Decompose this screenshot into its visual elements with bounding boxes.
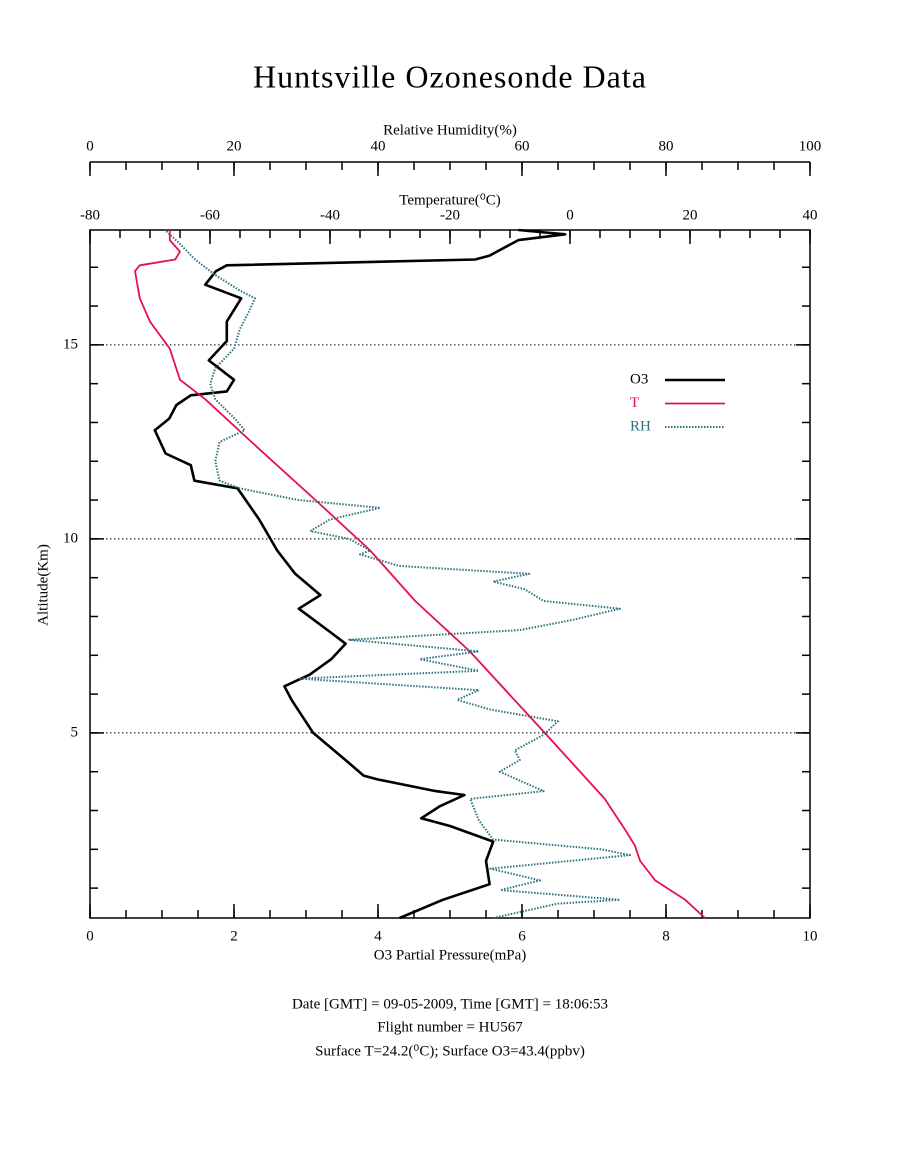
- y-tick-label: 10: [63, 530, 78, 546]
- plot-frame: [89, 229, 811, 919]
- rh-tick-label: 0: [86, 138, 94, 154]
- rh-tick-label: 20: [227, 138, 242, 154]
- footer-line: Date [GMT] = 09-05-2009, Time [GMT] = 18…: [292, 996, 608, 1012]
- y-tick-label: 5: [71, 724, 79, 740]
- rh-axis-label: Relative Humidity(%): [383, 122, 517, 138]
- series-line: [134, 230, 706, 919]
- temperature-tick-label: 40: [803, 207, 818, 223]
- temperature-tick-label: 20: [683, 207, 698, 223]
- chart-title: Huntsville Ozonesonde Data: [253, 58, 647, 94]
- o3-tick-label: 2: [230, 928, 238, 944]
- temperature-tick-label: 0: [566, 207, 574, 223]
- legend-label: RH: [630, 418, 651, 434]
- footer-line: Flight number = HU567: [377, 1019, 523, 1035]
- legend-label: T: [630, 395, 639, 411]
- legend-label: O3: [630, 371, 648, 387]
- o3-tick-label: 4: [374, 928, 382, 944]
- rh-tick-label: 60: [515, 138, 530, 154]
- temperature-axis-label: Temperature(⁰C): [399, 192, 501, 208]
- temperature-tick-label: -20: [440, 207, 460, 223]
- y-tick-label: 15: [63, 336, 78, 352]
- y-axis-label: Altitude(Km): [35, 544, 51, 626]
- o3-tick-label: 10: [803, 928, 818, 944]
- temperature-tick-label: -40: [320, 207, 340, 223]
- temperature-tick-label: -80: [80, 207, 100, 223]
- rh-tick-label: 80: [659, 138, 674, 154]
- series-line: [153, 228, 567, 920]
- temperature-tick-label: -60: [200, 207, 220, 223]
- series-line: [164, 229, 631, 919]
- o3-tick-label: 8: [662, 928, 670, 944]
- o3-axis-label: O3 Partial Pressure(mPa): [374, 947, 526, 963]
- footer-line: Surface T=24.2(⁰C); Surface O3=43.4(ppbv…: [315, 1043, 585, 1059]
- rh-tick-label: 100: [799, 138, 822, 154]
- o3-tick-label: 6: [518, 928, 526, 944]
- o3-tick-label: 0: [86, 928, 94, 944]
- rh-tick-label: 40: [371, 138, 386, 154]
